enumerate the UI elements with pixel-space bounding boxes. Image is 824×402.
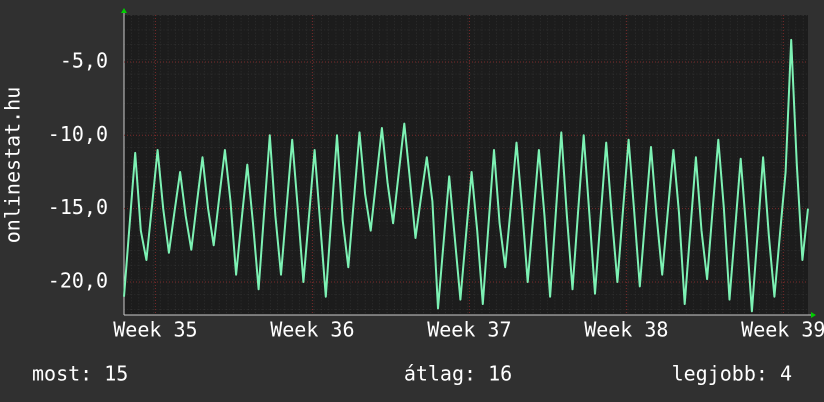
y-axis-label: onlinestat.hu bbox=[1, 87, 25, 244]
data-line bbox=[123, 38, 809, 313]
footer-stat: átlag: 16 bbox=[404, 362, 512, 386]
y-tick-label: -20,0 bbox=[48, 268, 108, 292]
axis-arrow bbox=[811, 312, 816, 318]
x-tick-label: Week 38 bbox=[584, 318, 668, 342]
y-tick-label: -10,0 bbox=[48, 122, 108, 146]
y-tick-label: -5,0 bbox=[60, 48, 108, 72]
x-tick-label: Week 36 bbox=[270, 318, 354, 342]
x-tick-label: Week 39 bbox=[741, 318, 824, 342]
y-tick-label: -15,0 bbox=[48, 195, 108, 219]
axis-arrow bbox=[121, 8, 127, 13]
x-tick-label: Week 35 bbox=[113, 318, 197, 342]
footer-stat: legjobb: 4 bbox=[672, 362, 792, 386]
x-tick-label: Week 37 bbox=[427, 318, 511, 342]
footer-stat: most: 15 bbox=[32, 362, 128, 386]
